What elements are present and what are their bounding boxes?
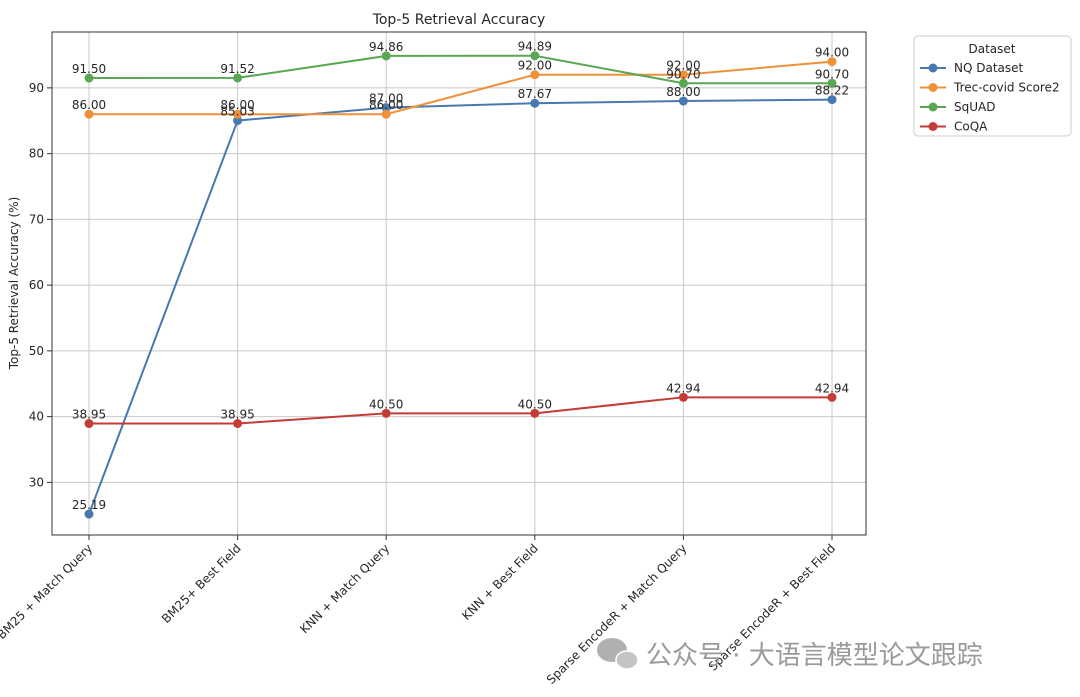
data-point: [530, 51, 540, 61]
legend-item: Trec-covid Score2: [920, 81, 1060, 95]
plot-area: [51, 31, 867, 536]
legend-label: Trec-covid Score2: [953, 81, 1060, 95]
data-label: 90.70: [815, 67, 849, 81]
data-point: [827, 392, 837, 402]
data-point: [827, 95, 837, 105]
data-label: 92.00: [666, 59, 700, 73]
data-point: [381, 51, 391, 61]
legend-marker: [928, 83, 938, 92]
series-line: [88, 54, 832, 85]
legend-frame: [913, 35, 1072, 137]
legend-label: SqUAD: [954, 100, 995, 114]
data-point: [233, 73, 243, 83]
series-layer: [84, 51, 837, 519]
x-tick-label: KNN + Best Field: [459, 541, 541, 623]
data-point: [381, 103, 391, 113]
data-point: [678, 96, 688, 106]
data-label: 94.86: [369, 40, 403, 54]
data-label: 38.95: [220, 408, 254, 422]
data-point: [530, 408, 540, 418]
data-point: [84, 509, 94, 519]
legend-label: CoQA: [954, 120, 988, 134]
legend-marker: [928, 63, 938, 73]
data-point: [84, 73, 94, 83]
data-label: 86.00: [72, 98, 106, 112]
data-label: 88.22: [815, 84, 849, 98]
data-point: [84, 109, 94, 119]
watermark-text: 公众号 · 大语言模型论文跟踪: [646, 641, 983, 671]
y-tick-label: 80: [29, 147, 44, 161]
grid: [52, 32, 866, 535]
watermark: 公众号 · 大语言模型论文跟踪: [597, 638, 983, 671]
data-point: [827, 78, 837, 88]
y-tick-label: 70: [29, 212, 44, 226]
y-tick-label: 50: [29, 344, 44, 358]
data-label: 87.00: [369, 92, 403, 106]
wechat-icon: [597, 638, 639, 670]
x-tick-label: BM25+ Best Field: [159, 541, 244, 626]
chart-title: Top-5 Retrieval Accuracy: [372, 12, 546, 28]
y-axis-title: Top-5 Retrieval Accuracy (%): [7, 197, 21, 371]
series-line: [89, 396, 832, 425]
series-line: [89, 60, 833, 116]
data-label: 88.00: [666, 85, 700, 99]
data-label: 42.94: [815, 381, 849, 395]
legend-item: CoQA: [920, 120, 988, 134]
legend-item: SqUAD: [920, 100, 995, 114]
data-point: [827, 57, 837, 67]
data-label: 92.00: [518, 59, 552, 73]
data-label: 94.89: [518, 40, 552, 54]
data-label: 25.19: [72, 498, 106, 512]
series-coqa: [84, 392, 837, 429]
y-tick-label: 40: [29, 410, 44, 424]
data-label: 38.95: [72, 408, 106, 422]
y-tick-label: 90: [29, 81, 44, 95]
data-point: [678, 78, 688, 88]
data-point: [381, 408, 391, 418]
data-label: 42.94: [666, 381, 700, 395]
y-tick-label: 60: [29, 278, 44, 292]
data-label: 87.67: [518, 87, 552, 101]
y-axis: 30 40 50 60 70 80 90: [29, 81, 52, 489]
data-label: 40.50: [518, 397, 552, 411]
data-point: [678, 70, 688, 80]
data-labels: 25.19 85.03 87.00 87.67 88.00 88.22 86.00 86.00…: [72, 40, 849, 512]
series-squad: [84, 51, 837, 88]
data-label: 90.70: [666, 67, 700, 81]
legend-item: NQ Dataset: [920, 61, 1024, 75]
data-point: [678, 392, 688, 402]
data-point: [381, 109, 391, 119]
data-point: [233, 109, 243, 119]
data-point: [84, 419, 94, 429]
data-point: [233, 419, 243, 429]
legend: Dataset NQ Dataset Trec-covid Score2 SqUAD…: [913, 35, 1072, 137]
legend-marker: [928, 102, 938, 112]
y-tick-label: 30: [29, 475, 44, 489]
data-label: 91.50: [72, 62, 106, 76]
data-point: [530, 70, 540, 80]
series-trec-covid-score2: [84, 57, 837, 119]
x-tick-label: KNN + Match Query: [297, 541, 392, 636]
series-line: [88, 98, 833, 515]
data-point: [233, 116, 243, 126]
x-tick-label: BM25 + Match Query: [0, 541, 95, 642]
data-label: 86.00: [220, 98, 254, 112]
legend-title: Dataset: [969, 42, 1016, 56]
data-label: 86.00: [369, 98, 403, 112]
legend-label: NQ Dataset: [954, 61, 1024, 75]
data-label: 85.03: [220, 105, 254, 119]
data-label: 40.50: [369, 397, 403, 411]
legend-marker: [928, 122, 938, 131]
data-point: [530, 98, 540, 108]
data-label: 94.00: [815, 46, 849, 60]
series-nq-dataset: [84, 95, 837, 519]
data-label: 91.52: [220, 62, 254, 76]
